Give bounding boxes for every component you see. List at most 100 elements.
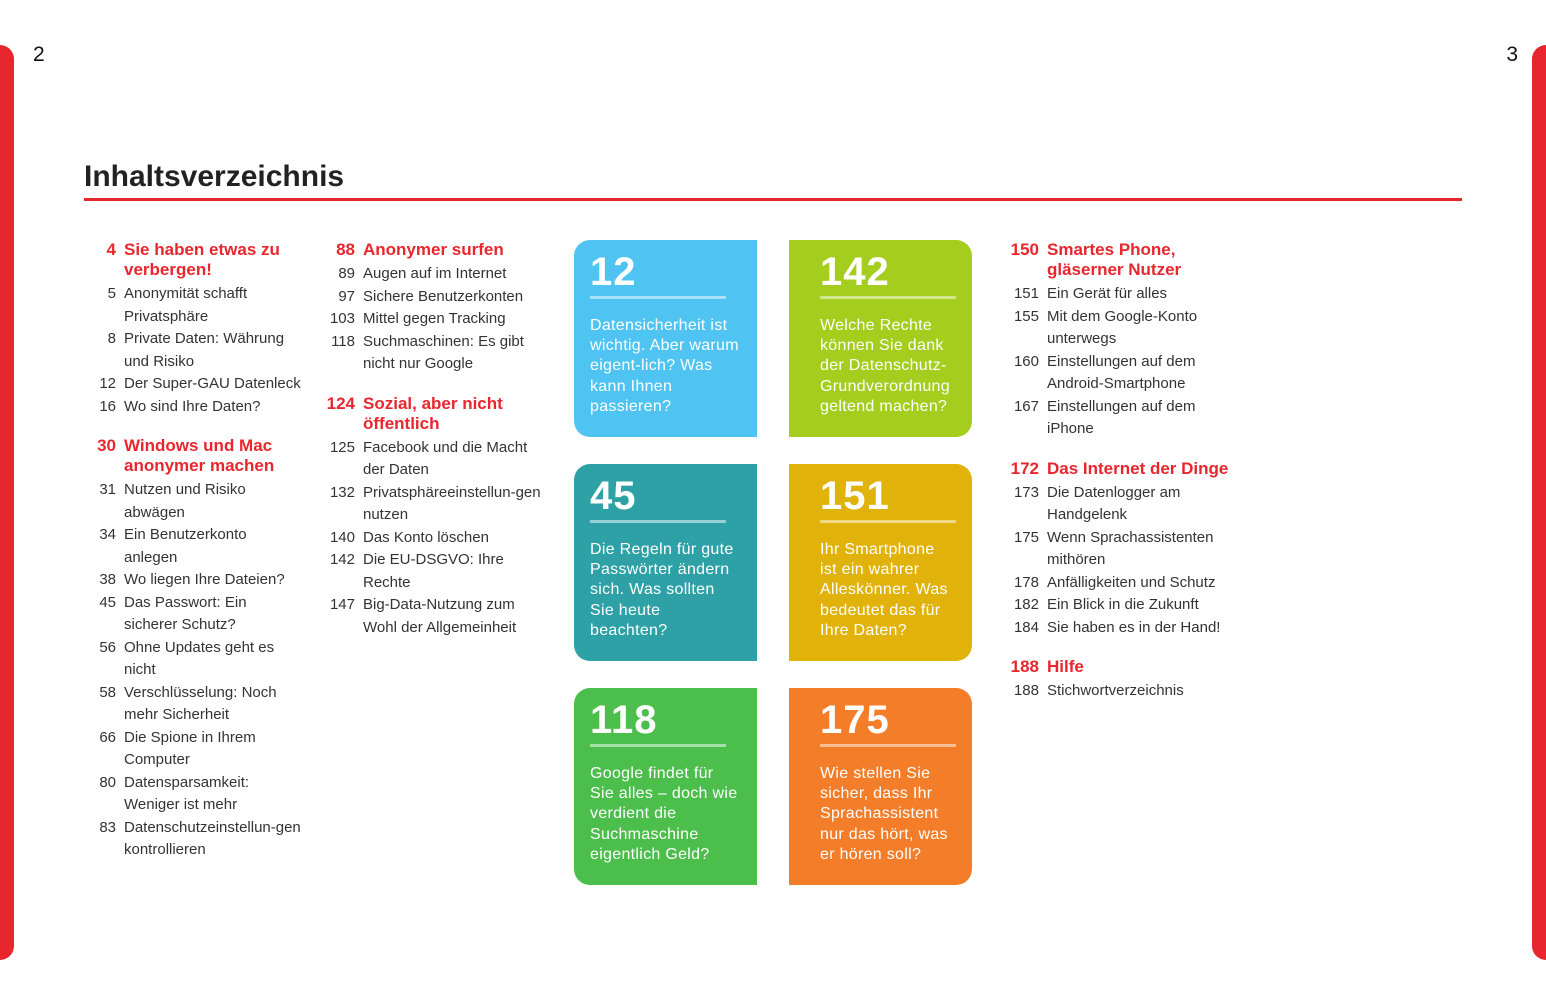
entry-title: Ein Benutzerkonto anlegen [124, 526, 247, 566]
entry-page-number: 34 [99, 526, 116, 543]
card-teaser: Datensicherheit ist wichtig. Aber warum … [590, 317, 739, 415]
entry-title: Das Konto löschen [363, 528, 489, 546]
toc-entry[interactable]: 160 Einstellungen auf dem Android-Smartph… [998, 351, 1238, 396]
entry-page-number: 178 [1013, 573, 1039, 591]
toc-entry[interactable]: 56 Ohne Updates geht es nicht [84, 637, 304, 682]
toc-chapter-heading[interactable]: 88 Anonymer surfen [318, 240, 548, 260]
chapter-title: Smartes Phone, gläserner Nutzer [1047, 240, 1182, 279]
toc-entry[interactable]: 38 Wo liegen Ihre Dateien? [84, 569, 304, 592]
toc-entry[interactable]: 125 Facebook und die Macht der Daten [318, 437, 548, 482]
toc-entry[interactable]: 142 Die EU-DSGVO: Ihre Rechte [318, 549, 548, 594]
toc-entry[interactable]: 103 Mittel gegen Tracking [318, 308, 548, 331]
card-divider [820, 520, 956, 523]
toc-column-2: 88 Anonymer surfen 89 Augen auf im Internet… [318, 240, 548, 657]
entry-page-number: 182 [1013, 596, 1039, 613]
toc-entry[interactable]: 118 Suchmaschinen: Es gibt nicht nur Goog… [318, 331, 548, 376]
toc-entry[interactable]: 45 Das Passwort: Ein sicherer Schutz? [84, 592, 304, 637]
feature-card[interactable]: 151 Ihr Smartphone ist ein wahrer Alleskö… [789, 464, 972, 661]
toc-entry[interactable]: 80 Datensparsamkeit: Weniger ist mehr [84, 772, 304, 817]
toc-entry[interactable]: 16 Wo sind Ihre Daten? [84, 396, 304, 419]
entry-page-number: 8 [107, 330, 116, 347]
toc-section: 150 Smartes Phone, gläserner Nutzer 151 Ein… [998, 240, 1238, 441]
chapter-title: Sie haben etwas zu verbergen! [124, 240, 280, 279]
entry-title: Ohne Updates geht es nicht [124, 638, 275, 679]
feature-card[interactable]: 45 Die Regeln für gute Passwörter ändern … [574, 464, 757, 661]
toc-chapter-heading[interactable]: 172 Das Internet der Dinge [998, 459, 1238, 479]
entry-page-number: 188 [1013, 682, 1039, 699]
entry-title: Nutzen und Risiko abwägen [124, 481, 246, 521]
entry-title: Einstellungen auf dem iPhone [1047, 397, 1196, 438]
entry-page-number: 5 [107, 285, 116, 302]
toc-entry[interactable]: 97 Sichere Benutzerkonten [318, 286, 548, 309]
toc-entry[interactable]: 140 Das Konto löschen [318, 527, 548, 550]
toc-entry[interactable]: 66 Die Spione in Ihrem Computer [84, 727, 304, 772]
entry-page-number: 142 [329, 551, 355, 568]
toc-section: 172 Das Internet der Dinge 173 Die Datenlog… [998, 459, 1238, 640]
card-divider [590, 520, 726, 523]
feature-card[interactable]: 142 Welche Rechte können Sie dank der Dat… [789, 240, 972, 437]
feature-card[interactable]: 118 Google findet für Sie alles – doch wi… [574, 688, 757, 885]
toc-entry[interactable]: 12 Der Super-GAU Datenleck [84, 373, 304, 396]
entry-title: Datensparsamkeit: Weniger ist mehr [124, 773, 250, 814]
toc-chapter-heading[interactable]: 30 Windows und Mac anonymer machen [84, 436, 304, 476]
toc-entry[interactable]: 155 Mit dem Google-Konto unterwegs [998, 306, 1238, 351]
toc-entry[interactable]: 89 Augen auf im Internet [318, 263, 548, 286]
card-divider [590, 296, 726, 299]
card-page-number: 45 [590, 474, 637, 518]
card-teaser: Welche Rechte können Sie dank der Datens… [820, 317, 950, 415]
toc-entry[interactable]: 132 Privatsphäreeinstellun-gen nutzen [318, 482, 548, 527]
toc-entry[interactable]: 173 Die Datenlogger am Handgelenk [998, 482, 1238, 527]
card-teaser: Google findet für Sie alles – doch wie v… [590, 765, 738, 863]
entry-page-number: 12 [99, 375, 116, 392]
toc-section: 124 Sozial, aber nicht öffentlich 125 Faceb… [318, 394, 548, 640]
toc-entry[interactable]: 151 Ein Gerät für alles [998, 283, 1238, 306]
entry-page-number: 80 [99, 773, 116, 791]
right-edge-bar [1532, 45, 1546, 960]
entry-title: Wenn Sprachassistenten mithören [1047, 528, 1214, 569]
entry-page-number: 125 [329, 438, 355, 456]
toc-chapter-heading[interactable]: 124 Sozial, aber nicht öffentlich [318, 394, 548, 434]
entry-page-number: 184 [1013, 618, 1039, 636]
card-teaser: Wie stellen Sie sicher, dass Ihr Spracha… [820, 765, 948, 863]
toc-entry[interactable]: 147 Big-Data-Nutzung zum Wohl der Allgeme… [318, 594, 548, 639]
feature-card[interactable]: 12 Datensicherheit ist wichtig. Aber waru… [574, 240, 757, 437]
entry-page-number: 173 [1013, 483, 1039, 501]
entry-title: Augen auf im Internet [363, 265, 507, 282]
entry-title: Facebook und die Macht der Daten [363, 438, 528, 479]
toc-entry[interactable]: 5 Anonymität schafft Privatsphäre [84, 283, 304, 328]
toc-chapter-heading[interactable]: 4 Sie haben etwas zu verbergen! [84, 240, 304, 280]
toc-chapter-heading[interactable]: 150 Smartes Phone, gläserner Nutzer [998, 240, 1238, 280]
left-edge-bar [0, 45, 14, 960]
title-rule [84, 198, 1462, 201]
page-number-left: 2 [33, 43, 45, 66]
toc-entry[interactable]: 178 Anfälligkeiten und Schutz [998, 572, 1238, 595]
chapter-page-number: 124 [326, 393, 355, 413]
card-page-number: 12 [590, 250, 637, 294]
chapter-page-number: 88 [336, 240, 355, 259]
toc-entry[interactable]: 188 Stichwortverzeichnis [998, 680, 1238, 703]
entry-page-number: 118 [331, 332, 355, 350]
chapter-page-number: 172 [1010, 458, 1039, 478]
toc-entry[interactable]: 83 Datenschutzeinstellun-gen kontrolliere… [84, 817, 304, 862]
toc-entry[interactable]: 34 Ein Benutzerkonto anlegen [84, 524, 304, 569]
entry-page-number: 97 [338, 287, 355, 305]
entry-title: Private Daten: Währung und Risiko [124, 330, 285, 370]
entry-title: Verschlüsselung: Noch mehr Sicherheit [124, 683, 277, 724]
card-page-number: 142 [820, 250, 890, 294]
chapter-page-number: 30 [97, 436, 116, 455]
toc-entry[interactable]: 175 Wenn Sprachassistenten mithören [998, 527, 1238, 572]
toc-entry[interactable]: 58 Verschlüsselung: Noch mehr Sicherheit [84, 682, 304, 727]
entry-title: Der Super-GAU Datenleck [124, 375, 301, 392]
entry-title: Ein Gerät für alles [1047, 285, 1168, 302]
entry-page-number: 147 [329, 596, 355, 613]
feature-card[interactable]: 175 Wie stellen Sie sicher, dass Ihr Spra… [789, 688, 972, 885]
toc-entry[interactable]: 182 Ein Blick in die Zukunft [998, 594, 1238, 617]
toc-entry[interactable]: 184 Sie haben es in der Hand! [998, 617, 1238, 640]
card-teaser: Die Regeln für gute Passwörter ändern si… [590, 541, 734, 639]
toc-entry[interactable]: 31 Nutzen und Risiko abwägen [84, 479, 304, 524]
toc-entry[interactable]: 8 Private Daten: Währung und Risiko [84, 328, 304, 373]
entry-title: Die Spione in Ihrem Computer [124, 728, 256, 769]
toc-section: 4 Sie haben etwas zu verbergen! 5 Anonymitä… [84, 240, 304, 418]
toc-entry[interactable]: 167 Einstellungen auf dem iPhone [998, 396, 1238, 441]
toc-chapter-heading[interactable]: 188 Hilfe [998, 657, 1238, 677]
